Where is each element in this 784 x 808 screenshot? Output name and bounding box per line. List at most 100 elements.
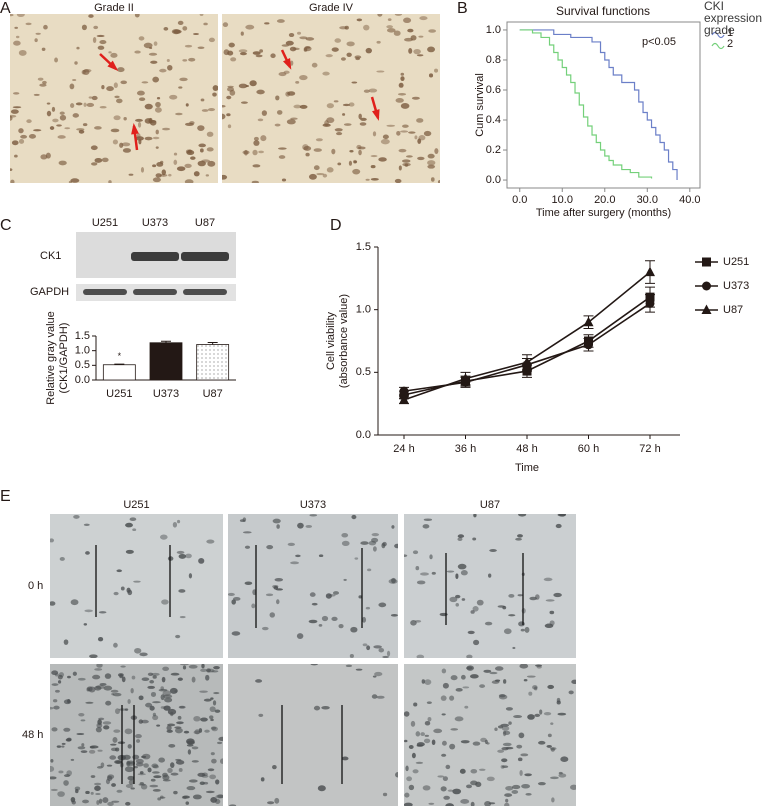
cell [454, 716, 464, 722]
cell [210, 797, 218, 803]
cell [70, 103, 75, 108]
cell [276, 110, 283, 115]
cell [414, 135, 418, 140]
cell [278, 72, 287, 77]
cell [95, 685, 105, 690]
cell [378, 648, 385, 653]
cell [190, 156, 196, 160]
cell [486, 742, 490, 745]
cell [370, 165, 376, 169]
cell [102, 721, 112, 725]
cell [275, 588, 283, 591]
cell [228, 592, 235, 596]
cell [410, 35, 417, 41]
cell [394, 543, 398, 549]
cell [108, 180, 112, 183]
cell [342, 103, 351, 107]
cell [508, 593, 515, 598]
cell [97, 719, 102, 725]
cell [407, 28, 414, 33]
cell [70, 796, 76, 803]
cell [346, 41, 355, 47]
cell [511, 784, 521, 790]
cell [437, 775, 445, 778]
cell [303, 46, 312, 52]
cell [35, 32, 41, 35]
cell [99, 106, 107, 109]
x-tick-label: 60 h [578, 443, 599, 455]
cell [547, 733, 552, 738]
cell [367, 568, 372, 572]
cell [354, 557, 359, 560]
cell [257, 118, 264, 122]
cell [124, 766, 134, 773]
cell [421, 679, 426, 684]
cell [178, 705, 186, 709]
cell [109, 755, 117, 760]
cell [309, 514, 318, 517]
cell [416, 118, 424, 123]
cell [85, 701, 94, 704]
cell [72, 671, 77, 676]
cell [107, 801, 114, 806]
cell [378, 602, 387, 608]
row-label: 0 h [28, 580, 43, 592]
y-tick-label: 1.0 [486, 24, 501, 36]
cell [460, 674, 466, 680]
cell [211, 670, 219, 673]
cell [464, 705, 469, 709]
cell [299, 36, 308, 40]
cell [178, 553, 187, 559]
cell [103, 685, 113, 691]
cell [50, 765, 55, 772]
cell [249, 80, 257, 87]
x-tick-label: 36 h [455, 443, 476, 455]
cell [286, 119, 296, 125]
cell [413, 702, 418, 707]
cell [149, 46, 153, 50]
legend-label: U373 [723, 280, 749, 292]
cell [208, 37, 215, 43]
cell [404, 554, 408, 557]
cell [305, 152, 310, 157]
cell [152, 714, 159, 721]
cell [95, 726, 102, 733]
cell [177, 20, 184, 25]
cell [287, 542, 295, 547]
legend-marker [701, 304, 712, 314]
cell [532, 685, 538, 690]
cell [469, 674, 479, 679]
cell [104, 673, 112, 679]
cell [459, 768, 466, 774]
cell [137, 773, 146, 776]
cell [371, 694, 378, 699]
cell [169, 687, 178, 694]
cell [76, 732, 85, 736]
cell [428, 73, 434, 78]
cell [138, 139, 142, 145]
cell [427, 164, 436, 169]
cell [382, 792, 388, 797]
cell [90, 775, 96, 778]
series-line [403, 302, 651, 392]
cell [402, 124, 409, 128]
cell [124, 708, 129, 711]
cell [120, 665, 126, 668]
cell [356, 18, 363, 22]
cell [394, 14, 403, 16]
cell [504, 802, 510, 806]
cell [106, 764, 113, 767]
cell [175, 634, 181, 639]
cell [152, 701, 161, 704]
cell [261, 626, 269, 631]
cell [430, 177, 435, 182]
cell [101, 84, 105, 90]
ihc-image [10, 14, 218, 183]
cell [18, 139, 25, 144]
cell [135, 733, 142, 739]
cell [270, 53, 276, 59]
cell [222, 22, 229, 28]
cell [167, 708, 177, 715]
cell [345, 664, 353, 668]
cell [358, 595, 363, 599]
